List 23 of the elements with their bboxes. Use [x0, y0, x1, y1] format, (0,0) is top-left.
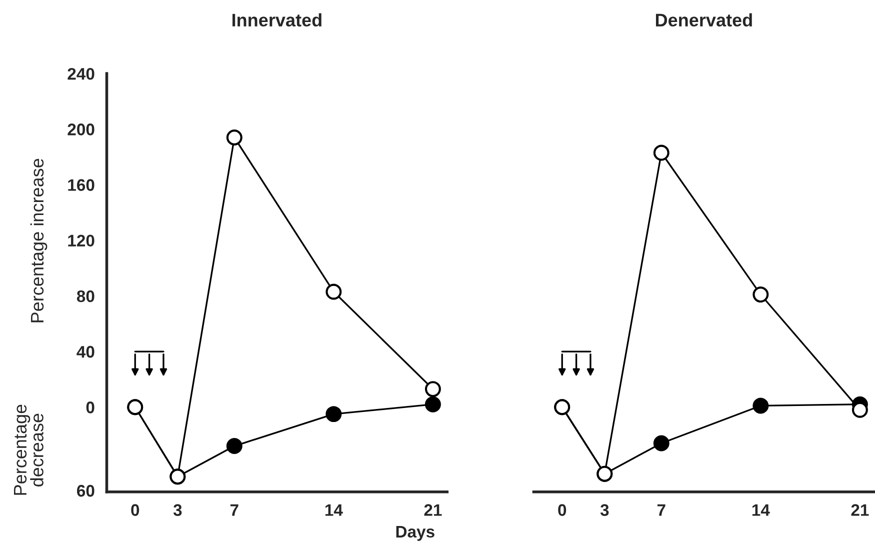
y-tick-label: 0	[86, 402, 94, 414]
y-tick-label: 200	[68, 124, 94, 136]
x-tick-label: 7	[657, 504, 666, 516]
x-tick-label: 0	[558, 504, 566, 516]
x-tick-label: 21	[851, 504, 869, 516]
y-tick-label: 120	[68, 234, 94, 247]
y-axis-title: Percentage increase	[30, 158, 48, 322]
y-tick-label: 240	[68, 68, 94, 80]
x-axis-title: Days	[396, 526, 434, 541]
y-tick-label: 60	[77, 484, 94, 497]
x-tick-label: 14	[752, 504, 770, 516]
y-tick-label: 160	[68, 179, 94, 191]
y-tick-label: 40	[76, 346, 94, 358]
x-tick-label: 7	[230, 504, 238, 516]
chart-title: Denervated	[656, 13, 752, 27]
x-tick-label: 21	[424, 504, 442, 516]
y-tick-label: 80	[76, 290, 94, 302]
x-tick-label: 3	[600, 504, 609, 516]
x-tick-label: 0	[131, 504, 140, 516]
text: Percentage decrease	[14, 404, 44, 495]
x-tick-label: 14	[325, 504, 343, 516]
chart-title: Innervated	[232, 13, 322, 27]
x-tick-label: 3	[173, 504, 182, 516]
